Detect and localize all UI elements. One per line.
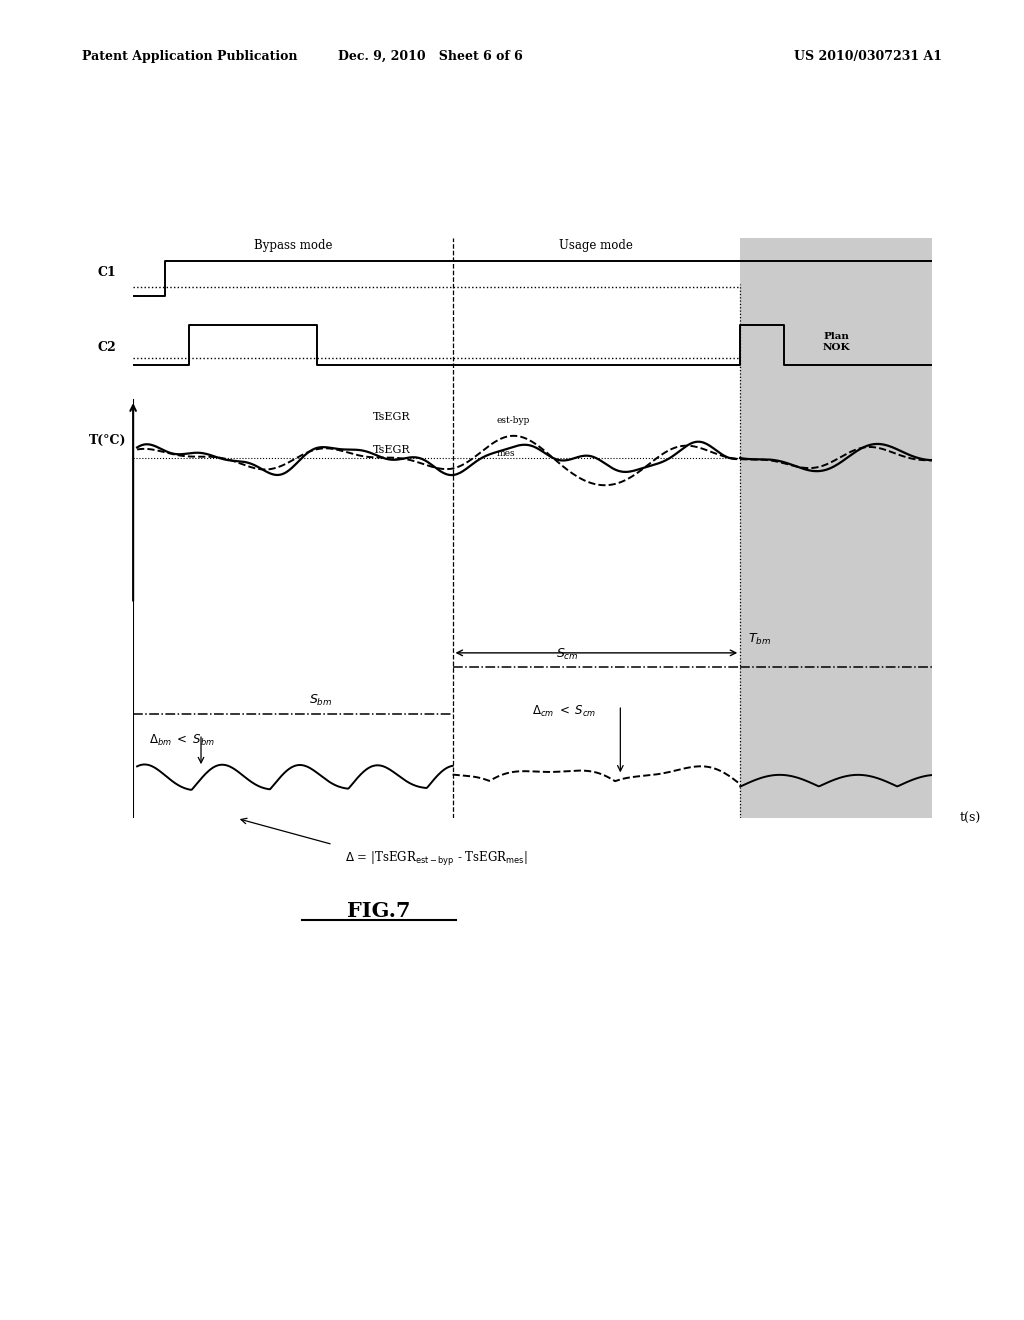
Text: C1: C1 xyxy=(97,265,116,279)
Text: US 2010/0307231 A1: US 2010/0307231 A1 xyxy=(794,50,942,63)
Text: Bypass mode: Bypass mode xyxy=(254,239,332,252)
Text: T(°C): T(°C) xyxy=(89,434,127,447)
Text: $T_{bm}$: $T_{bm}$ xyxy=(749,632,771,647)
Text: Patent Application Publication: Patent Application Publication xyxy=(82,50,297,63)
Text: $\Delta$ = |TsEGR$_{\mathrm{est-byp}}$ - TsEGR$_{\mathrm{mes}}$|: $\Delta$ = |TsEGR$_{\mathrm{est-byp}}$ -… xyxy=(345,850,528,869)
Text: FIG.7: FIG.7 xyxy=(347,900,411,921)
Text: TsEGR: TsEGR xyxy=(373,412,411,422)
Text: est-byp: est-byp xyxy=(497,416,529,425)
Text: t(s): t(s) xyxy=(959,812,981,825)
Text: Dec. 9, 2010   Sheet 6 of 6: Dec. 9, 2010 Sheet 6 of 6 xyxy=(338,50,522,63)
Text: $\Delta_{bm}$ $<$ $S_{bm}$: $\Delta_{bm}$ $<$ $S_{bm}$ xyxy=(150,733,215,747)
Text: C2: C2 xyxy=(97,342,116,355)
Text: Plan
NOK: Plan NOK xyxy=(822,333,850,352)
Bar xyxy=(740,238,932,818)
Text: TsEGR: TsEGR xyxy=(373,445,411,455)
Text: $S_{cm}$: $S_{cm}$ xyxy=(556,647,580,661)
Text: $S_{bm}$: $S_{bm}$ xyxy=(309,693,332,708)
Text: Usage mode: Usage mode xyxy=(559,239,633,252)
Text: $\Delta_{cm}$ $<$ $S_{cm}$: $\Delta_{cm}$ $<$ $S_{cm}$ xyxy=(532,704,597,718)
Text: mes: mes xyxy=(497,449,515,458)
